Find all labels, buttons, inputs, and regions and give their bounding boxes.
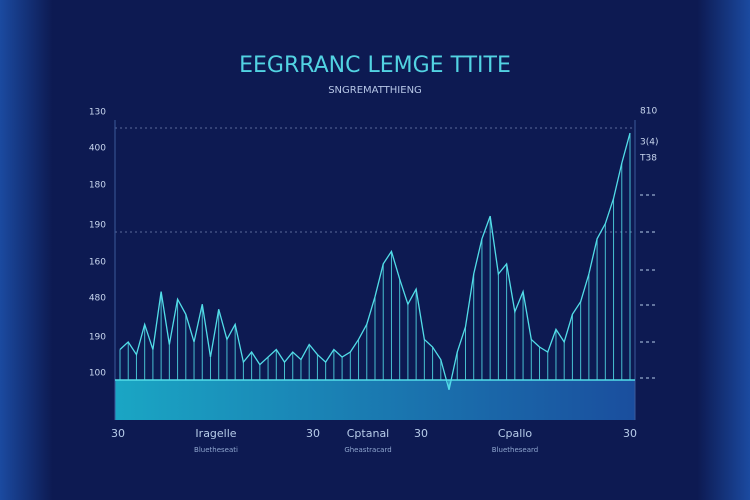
x-label: 30	[414, 427, 428, 440]
y-label: 180	[89, 181, 106, 191]
x-label: 30	[306, 427, 320, 440]
x-sublabel: Bluetheseati	[194, 446, 238, 454]
y-label: 190	[89, 221, 106, 231]
x-label: Iragelle	[195, 427, 236, 440]
y-label: 130	[89, 108, 106, 118]
x-label: Cpallo	[498, 427, 533, 440]
data-line	[119, 132, 631, 390]
y-label: 160	[89, 258, 106, 268]
x-label: 30	[111, 427, 125, 440]
x-sublabel: Bluetheseard	[492, 446, 538, 454]
right-label: T38	[639, 154, 657, 164]
x-label: Cptanal	[347, 427, 390, 440]
baseline-band	[115, 380, 635, 420]
chart-subtitle: SNGREMATTHIENG	[328, 85, 422, 96]
x-sublabel: Gheastracard	[344, 446, 391, 454]
chart-title: EEGRRANC LEMGE TTITE	[239, 53, 511, 78]
right-label: 3(4)	[640, 138, 658, 148]
x-label: 30	[623, 427, 637, 440]
y-label: 190	[89, 333, 106, 343]
right-label: 810	[640, 107, 657, 117]
y-label: 400	[89, 144, 106, 154]
y-label: 480	[89, 294, 106, 304]
y-label: 100	[89, 369, 106, 379]
